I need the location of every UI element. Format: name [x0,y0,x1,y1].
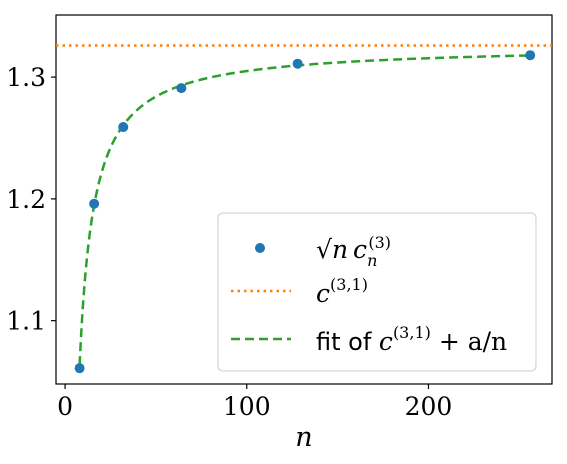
x-tick-label-0: 0 [57,392,73,421]
data-point-4 [292,58,303,69]
y-tick-label-0: 1.1 [6,307,46,336]
legend-label-series1: √n cn(3) [316,233,391,270]
plot-frame [55,14,553,385]
data-point-2 [118,122,129,133]
legend-label-series2: c(3,1) [316,275,368,308]
series-layer [56,44,552,374]
data-point-0 [74,363,85,374]
x-tick-label-1: 100 [223,392,271,421]
ticks-layer: 0 100 200 1.1 1.2 1.3 [6,63,452,421]
data-point-5 [525,50,536,61]
series-fit-curve [78,54,531,366]
data-point-3 [176,83,187,94]
data-point-1 [89,198,100,209]
legend-box [217,212,537,372]
y-tick-label-1: 1.2 [6,185,46,214]
legend-label-series3: fit of c(3,1) + a/n [316,323,507,356]
y-tick-label-2: 1.3 [6,63,46,92]
legend: √n cn(3) c(3,1) fit of c(3,1) + a/n [217,212,537,372]
x-axis-label: n [295,422,312,453]
x-tick-label-2: 200 [405,392,453,421]
legend-marker-series1 [255,243,265,253]
